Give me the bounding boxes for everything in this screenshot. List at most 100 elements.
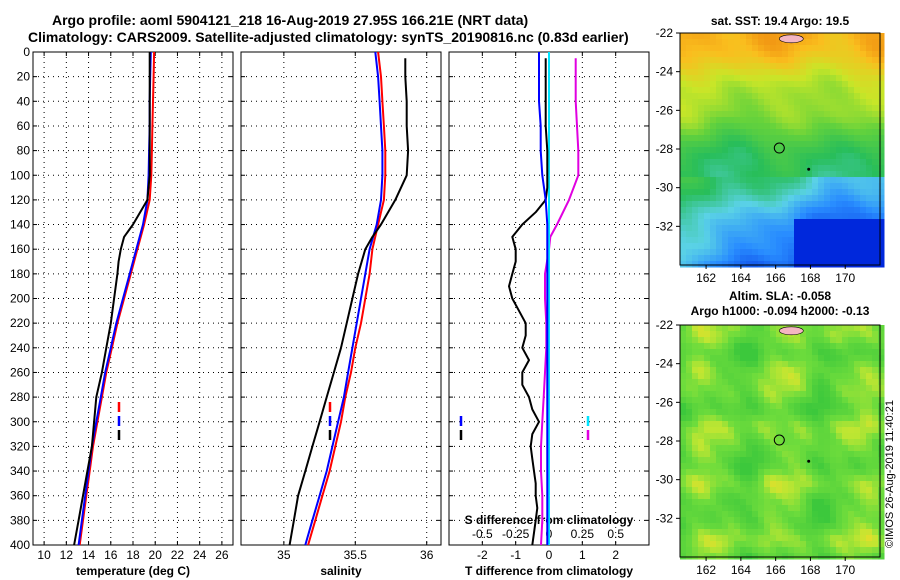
map-cell [752,207,759,214]
map-cell [680,129,687,136]
map-cell [800,261,807,268]
map-cell [740,33,747,40]
map-cell [710,33,717,40]
map-cell [692,469,699,476]
map-cell [842,529,849,536]
map-cell [878,99,885,106]
map-cell [812,129,819,136]
map-cell [692,361,699,368]
map-cell [788,355,795,362]
map-cell [740,379,747,386]
map-cell [818,553,825,560]
map-cell [770,391,777,398]
map-cell [752,45,759,52]
map-cell [770,349,777,356]
map-cell [800,153,807,160]
map-cell [758,165,765,172]
map-cell [770,225,777,232]
map-cell [686,373,693,380]
map-cell [842,51,849,58]
map-cell [722,33,729,40]
map-cell [776,421,783,428]
map-cell [740,141,747,148]
map-y-tick-label: -26 [656,103,674,117]
map-cell [734,325,741,332]
map-cell [746,511,753,518]
map-cell [680,225,687,232]
map-cell [722,547,729,554]
map-cell [848,201,855,208]
map-cell [758,33,765,40]
map-cell [812,237,819,244]
map-x-tick-label: 168 [800,563,820,577]
map-cell [728,189,735,196]
map-cell [788,225,795,232]
map-cell [710,421,717,428]
map-cell [680,505,687,512]
map-cell [782,409,789,416]
map-cell [824,361,831,368]
map-cell [746,117,753,124]
map-cell [854,349,861,356]
map-cell [878,547,885,554]
map-cell [716,469,723,476]
map-cell [740,165,747,172]
map-cell [854,207,861,214]
map-cell [758,493,765,500]
map-cell [878,57,885,64]
map-cell [854,141,861,148]
map-cell [758,51,765,58]
map-cell [734,379,741,386]
map-cell [878,63,885,70]
map-cell [848,159,855,166]
map-cell [740,75,747,82]
map-cell [800,541,807,548]
map-cell [800,69,807,76]
map-cell [782,445,789,452]
map-cell [824,189,831,196]
map-cell [704,219,711,226]
map-cell [752,415,759,422]
map-cell [806,87,813,94]
map-cell [878,403,885,410]
map-cell [878,153,885,160]
map-cell [818,541,825,548]
map-cell [824,427,831,434]
map-cell [746,475,753,482]
map-cell [800,547,807,554]
map-cell [746,415,753,422]
map-cell [728,421,735,428]
map-cell [722,331,729,338]
map-cell [794,171,801,178]
map-cell [764,69,771,76]
argo-position-marker [773,434,785,446]
map-cell [854,159,861,166]
map-cell [722,553,729,560]
map-cell [830,213,837,220]
map-cell [734,439,741,446]
map-cell [698,33,705,40]
map-cell [746,469,753,476]
map-cell [782,547,789,554]
map-cell [710,171,717,178]
map-cell [758,385,765,392]
map-cell [770,87,777,94]
map-cell [758,433,765,440]
map-cell [782,249,789,256]
map-cell [770,51,777,58]
map-cell [842,261,849,268]
map-cell [866,177,873,184]
map-cell [692,451,699,458]
map-cell [812,415,819,422]
map-cell [806,403,813,410]
map-cell [830,87,837,94]
map-cell [710,331,717,338]
map-cell [824,93,831,100]
map-cell [878,165,885,172]
map-cell [848,511,855,518]
map-cell [716,355,723,362]
map-cell [704,457,711,464]
map-cell [770,255,777,262]
map-cell [704,63,711,70]
map-cell [752,135,759,142]
